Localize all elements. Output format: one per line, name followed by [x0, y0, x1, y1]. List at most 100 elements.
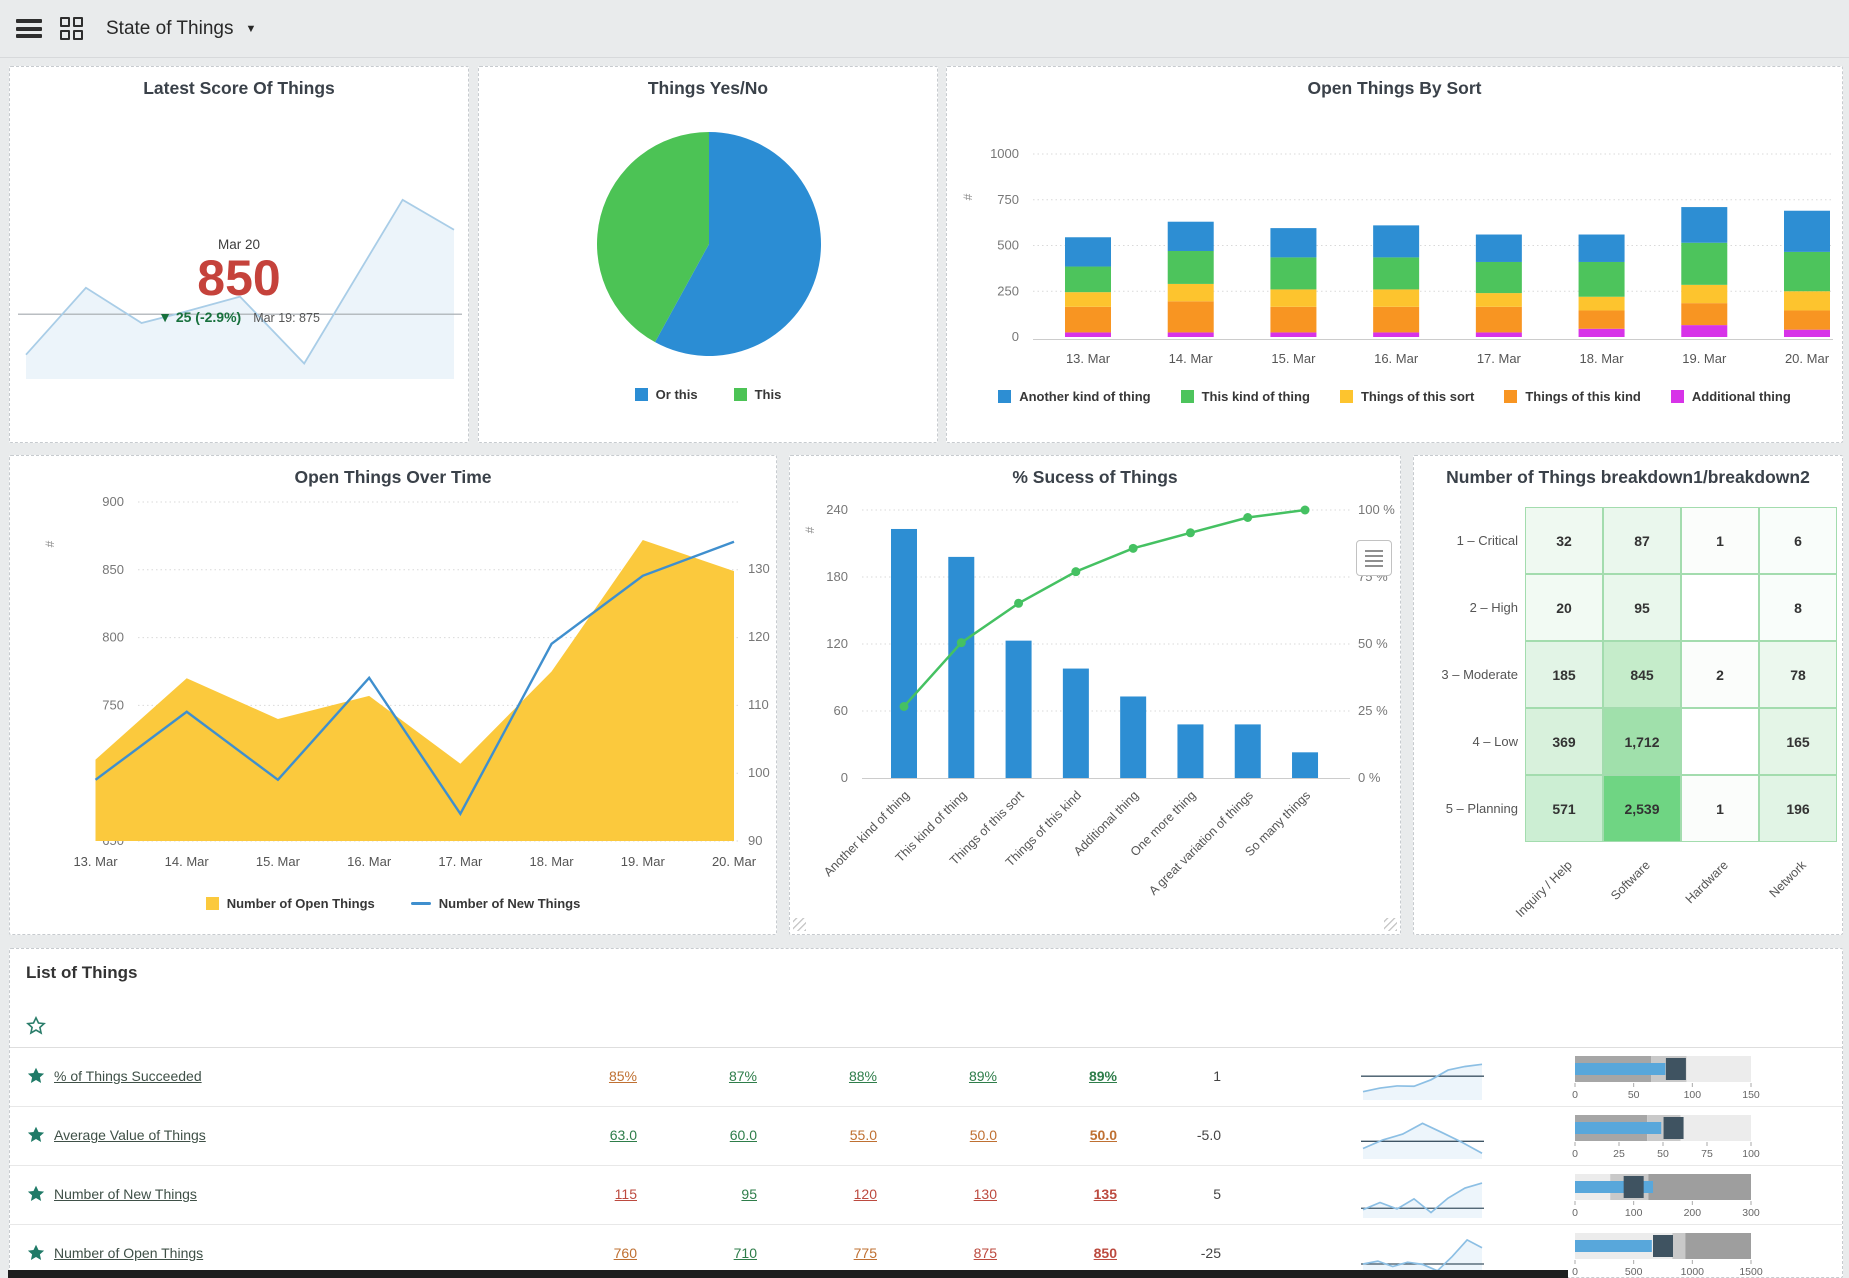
heatmap-cell[interactable]: 1 [1681, 507, 1759, 574]
heatmap-cell[interactable]: 845 [1603, 641, 1681, 708]
pareto-bar[interactable] [948, 556, 975, 778]
value-cell[interactable]: 63.0 [609, 1127, 637, 1143]
value-cell[interactable]: 50.0 [969, 1127, 997, 1143]
favorite-star-icon[interactable] [26, 1184, 46, 1204]
stacked-bar-segment[interactable] [1065, 266, 1111, 293]
heatmap-cell[interactable]: 20 [1525, 574, 1603, 641]
stacked-bar-segment[interactable] [1475, 234, 1522, 262]
heatmap-cell[interactable] [1681, 574, 1759, 641]
value-cell[interactable]: 85% [608, 1068, 637, 1084]
score-cell[interactable]: 89% [1088, 1068, 1117, 1084]
pareto-bar[interactable] [891, 528, 917, 778]
stacked-bar-segment[interactable] [1373, 332, 1420, 337]
favorite-star-icon[interactable] [26, 1066, 46, 1086]
heatmap-cell[interactable]: 87 [1603, 507, 1681, 574]
stacked-bar-segment[interactable] [1475, 306, 1522, 333]
stacked-bar-segment[interactable] [1373, 257, 1420, 290]
grid-layout-icon[interactable] [60, 16, 84, 41]
stacked-bar-segment[interactable] [1578, 296, 1625, 311]
pie-slice[interactable] [597, 132, 709, 343]
heatmap-cell[interactable]: 1 [1681, 775, 1759, 842]
heatmap-cell[interactable] [1681, 708, 1759, 775]
stacked-bar-segment[interactable] [1167, 250, 1214, 284]
stacked-bar-segment[interactable] [1475, 261, 1522, 294]
stacked-bar-segment[interactable] [1681, 207, 1728, 243]
favorite-star-icon[interactable] [26, 1125, 46, 1145]
heatmap-cell[interactable]: 196 [1759, 775, 1837, 842]
favorite-column-star-icon[interactable] [26, 1015, 46, 1036]
value-cell[interactable]: 760 [613, 1245, 637, 1261]
heatmap-cell[interactable]: 78 [1759, 641, 1837, 708]
legend-item[interactable]: Additional thing [1670, 389, 1791, 404]
pareto-bar[interactable] [1292, 752, 1319, 778]
stacked-bar-segment[interactable] [1270, 332, 1317, 337]
heatmap-cell[interactable]: 369 [1525, 708, 1603, 775]
pie-chart[interactable] [479, 119, 939, 369]
value-cell[interactable]: 87% [728, 1068, 757, 1084]
heatmap-cell[interactable]: 2,539 [1603, 775, 1681, 842]
heatmap-cell[interactable]: 6 [1759, 507, 1837, 574]
stacked-bar-chart[interactable]: 0 250 500 750 1000 #13. Mar 14. Mar 15. Mar 16. … [947, 107, 1844, 407]
stacked-bar-segment[interactable] [1578, 261, 1625, 297]
stacked-bar-segment[interactable] [1065, 306, 1111, 333]
stacked-bar-segment[interactable] [1373, 225, 1420, 258]
pareto-bar[interactable] [1120, 696, 1147, 778]
score-cell[interactable]: 850 [1093, 1245, 1117, 1261]
legend-item[interactable]: Or this [634, 387, 698, 402]
heatmap-cell[interactable]: 32 [1525, 507, 1603, 574]
legend-item[interactable]: Things of this kind [1504, 389, 1641, 404]
legend-item[interactable]: Number of New Things [410, 896, 580, 911]
stacked-bar-segment[interactable] [1167, 301, 1214, 333]
stacked-bar-segment[interactable] [1681, 284, 1728, 304]
value-cell[interactable]: 775 [853, 1245, 877, 1261]
dashboard-title-dropdown[interactable]: State of Things ▼ [106, 18, 256, 40]
resize-grip-right[interactable] [1384, 918, 1397, 931]
stacked-bar-segment[interactable] [1065, 237, 1111, 267]
legend-item[interactable]: Number of Open Things [205, 896, 375, 911]
stacked-bar-segment[interactable] [1167, 221, 1214, 251]
score-cell[interactable]: 50.0 [1089, 1127, 1117, 1143]
chart-context-menu-button[interactable] [1356, 540, 1392, 576]
area-line-chart[interactable]: 65070075080085090090100110120130#13. Mar… [10, 484, 778, 884]
stacked-bar-segment[interactable] [1065, 332, 1111, 337]
row-name-link[interactable]: Number of Open Things [54, 1245, 204, 1261]
value-cell[interactable]: 710 [733, 1245, 757, 1261]
pareto-bar[interactable] [1062, 668, 1089, 778]
stacked-bar-segment[interactable] [1783, 329, 1830, 337]
stacked-bar-segment[interactable] [1681, 325, 1728, 337]
hamburger-menu-icon[interactable] [16, 18, 42, 40]
value-cell[interactable]: 60.0 [729, 1127, 757, 1143]
legend-item[interactable]: Things of this sort [1339, 389, 1474, 404]
row-name-link[interactable]: Number of New Things [54, 1186, 197, 1202]
heatmap-cell[interactable]: 2 [1681, 641, 1759, 708]
value-cell[interactable]: 115 [614, 1186, 637, 1202]
favorite-star-icon[interactable] [26, 1243, 46, 1263]
stacked-bar-segment[interactable] [1373, 289, 1420, 307]
stacked-bar-segment[interactable] [1167, 283, 1214, 302]
legend-item[interactable]: This kind of thing [1180, 389, 1310, 404]
value-cell[interactable]: 120 [853, 1186, 877, 1202]
stacked-bar-segment[interactable] [1270, 228, 1317, 258]
stacked-bar-segment[interactable] [1578, 310, 1625, 329]
value-cell[interactable]: 130 [973, 1186, 997, 1202]
heatmap-cell[interactable]: 165 [1759, 708, 1837, 775]
stacked-bar-segment[interactable] [1167, 332, 1214, 337]
row-name-link[interactable]: Average Value of Things [54, 1127, 206, 1143]
score-cell[interactable]: 135 [1093, 1186, 1117, 1202]
value-cell[interactable]: 55.0 [849, 1127, 877, 1143]
stacked-bar-segment[interactable] [1270, 257, 1317, 290]
pie-slice[interactable] [655, 132, 821, 356]
stacked-bar-segment[interactable] [1270, 306, 1317, 333]
stacked-bar-segment[interactable] [1475, 293, 1522, 307]
pareto-bar[interactable] [1177, 724, 1204, 778]
stacked-bar-segment[interactable] [1681, 242, 1728, 285]
resize-grip-left[interactable] [793, 918, 806, 931]
value-cell[interactable]: 88% [848, 1068, 877, 1084]
stacked-bar-segment[interactable] [1783, 251, 1830, 292]
heatmap-cell[interactable]: 1,712 [1603, 708, 1681, 775]
legend-item[interactable]: Another kind of thing [998, 389, 1151, 404]
stacked-bar-segment[interactable] [1475, 332, 1522, 337]
stacked-bar-segment[interactable] [1578, 328, 1625, 337]
pareto-bar[interactable] [1234, 724, 1261, 778]
stacked-bar-segment[interactable] [1783, 291, 1830, 311]
